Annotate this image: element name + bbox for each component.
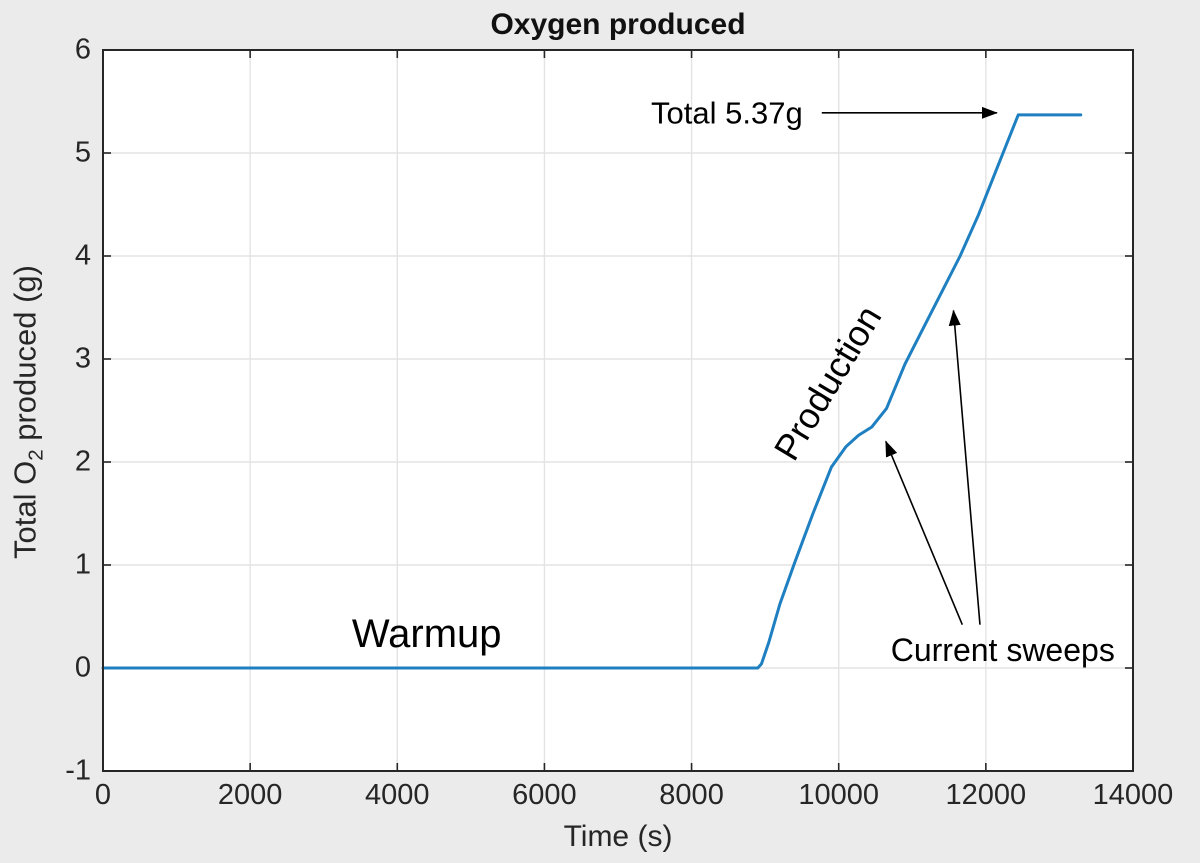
annotation-arrow-current-sweeps [948, 309, 981, 625]
x-tick-label: 4000 [365, 779, 430, 811]
x-tick-label: 0 [94, 779, 112, 811]
y-tick-label: 0 [74, 651, 91, 684]
y-axis-label-subscript: 2 [24, 449, 48, 461]
y-tick-label: 3 [74, 342, 91, 375]
x-tick-label: 2000 [217, 779, 283, 811]
series-line [101, 113, 1083, 670]
y-tick-label: 1 [74, 548, 91, 581]
x-tick-label: 14000 [1092, 779, 1174, 811]
annotation-current-sweeps: Current sweeps [890, 632, 1115, 669]
y-tick-label: -1 [65, 754, 91, 787]
y-tick-label: 6 [74, 33, 91, 66]
axes-border [102, 49, 1134, 772]
x-tick-label: 8000 [659, 779, 724, 811]
chart-title: Oxygen produced [490, 8, 746, 41]
x-tick-label: 10000 [798, 779, 880, 811]
annotation-total: Total 5.37g [651, 95, 803, 131]
y-axis-label-text: Total O [7, 460, 43, 559]
y-tick-label: 5 [74, 136, 91, 169]
y-tick-label: 2 [74, 445, 91, 478]
y-axis-label: Total O2 produced (g) [7, 265, 48, 559]
x-axis-label: Time (s) [563, 820, 673, 853]
annotation-arrow-current-sweeps [885, 440, 964, 626]
x-tick-label: 6000 [512, 779, 577, 811]
y-axis-label-units: produced (g) [7, 265, 43, 450]
x-tick-label: 12000 [945, 779, 1027, 811]
annotation-warmup: Warmup [351, 612, 502, 656]
y-tick-label: 4 [74, 239, 91, 272]
